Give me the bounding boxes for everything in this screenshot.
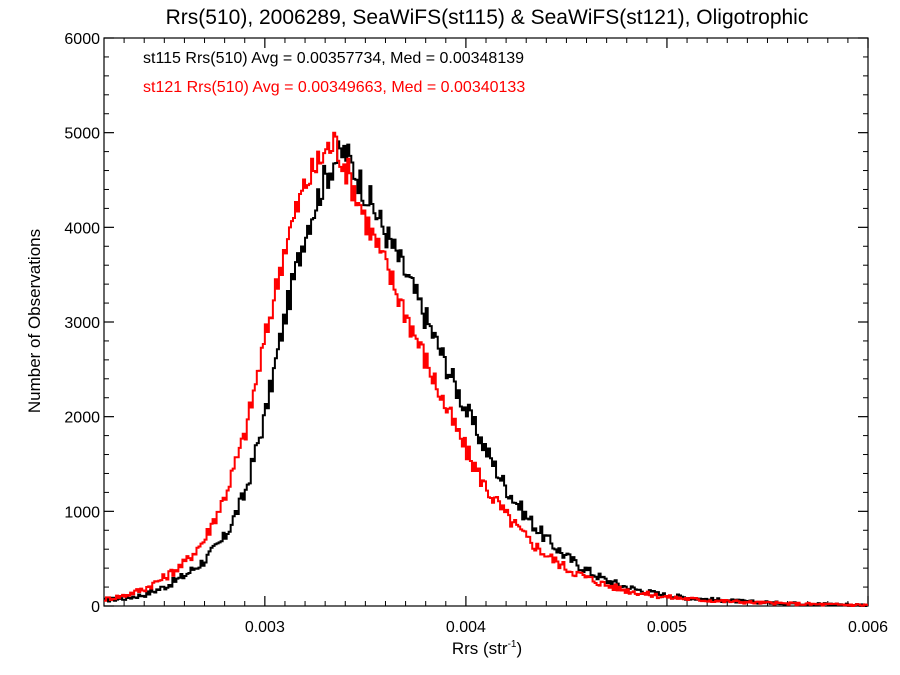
- x-axis-label-main: Rrs (str: [452, 639, 508, 658]
- y-axis-label: Number of Observations: [25, 229, 44, 413]
- y-tick-label: 4000: [64, 220, 100, 237]
- x-axis-label-close: ): [516, 639, 522, 658]
- x-axis-label-superscript: -1: [508, 639, 517, 650]
- y-tick-label: 6000: [64, 31, 100, 48]
- y-tick-label: 1000: [64, 504, 100, 521]
- x-tick-label: 0.005: [647, 619, 687, 636]
- series-layer: [104, 131, 868, 607]
- y-axis: 0 1000 2000 3000 4000 5000 6000: [64, 31, 868, 616]
- y-tick-label: 5000: [64, 126, 100, 143]
- x-tick-label: 0.006: [848, 619, 888, 636]
- y-tick-label: 0: [91, 599, 100, 616]
- x-axis: 0.003 0.004 0.005 0.006: [103, 38, 888, 636]
- histogram-series-st121: [104, 131, 868, 607]
- legend-entry-st115: st115 Rrs(510) Avg = 0.00357734, Med = 0…: [143, 50, 524, 67]
- x-tick-label: 0.003: [245, 619, 285, 636]
- chart-title: Rrs(510), 2006289, SeaWiFS(st115) & SeaW…: [166, 6, 809, 29]
- x-tick-label: 0.004: [446, 619, 486, 636]
- plot-frame: [103, 37, 869, 607]
- y-tick-label: 2000: [64, 410, 100, 427]
- x-axis-label: Rrs (str-1): [452, 639, 522, 658]
- histogram-series-st115: [104, 140, 868, 607]
- legend-entry-st121: st121 Rrs(510) Avg = 0.00349663, Med = 0…: [143, 79, 525, 96]
- y-tick-label: 3000: [64, 315, 100, 332]
